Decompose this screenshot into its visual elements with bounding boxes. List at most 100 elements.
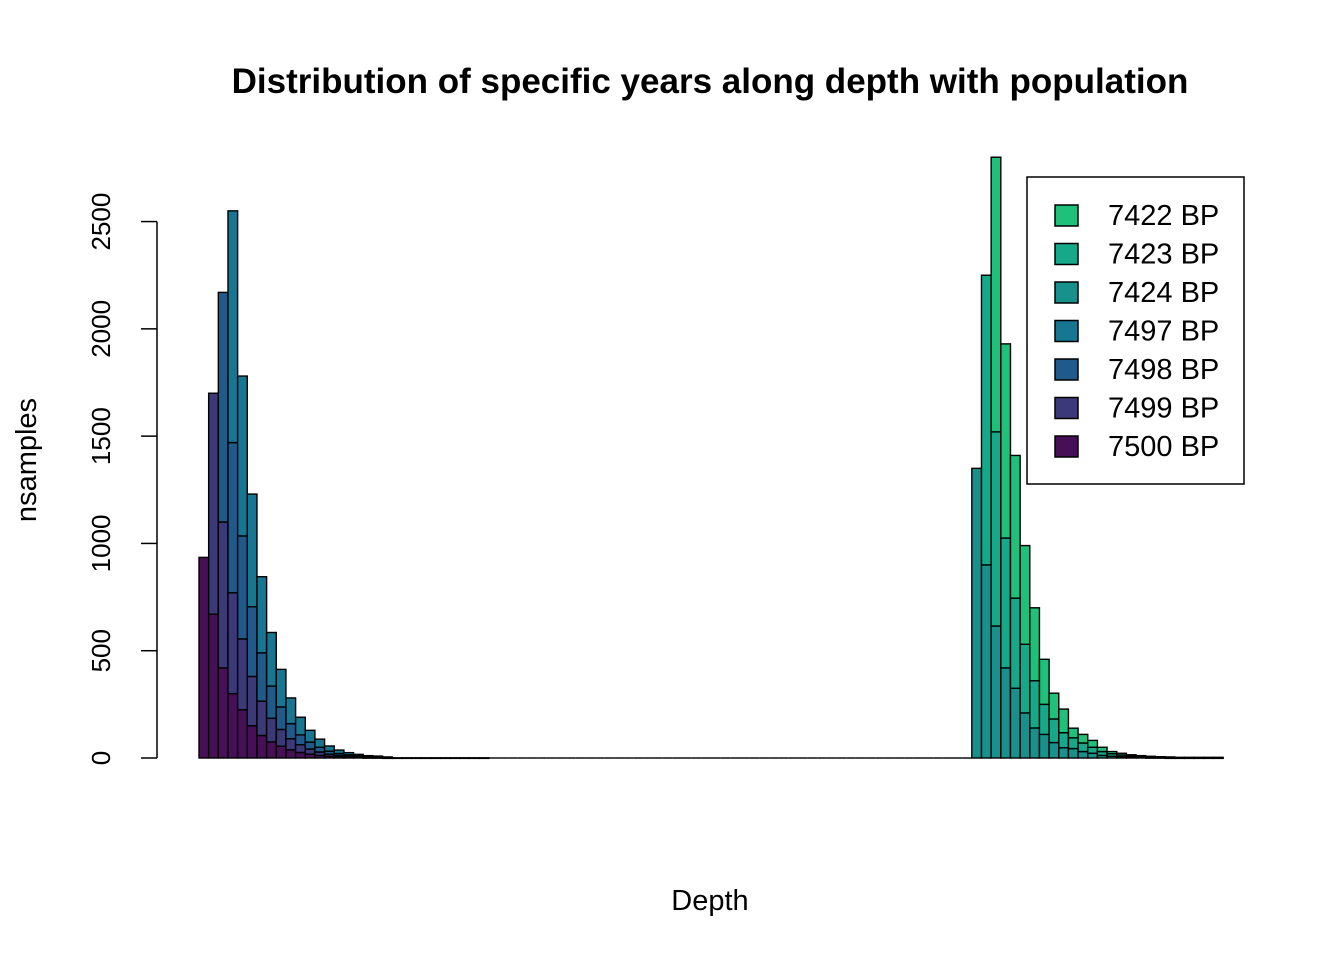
bar-segment: [1154, 756, 1166, 759]
bar-segment: [304, 741, 316, 750]
bar-segment: [1096, 746, 1108, 753]
bar-segment: [246, 606, 258, 678]
legend-swatch: [1054, 242, 1079, 266]
bar-segment: [323, 745, 335, 752]
bar-segment: [1048, 741, 1060, 759]
bar-segment: [1009, 454, 1021, 599]
bar-segment: [256, 575, 268, 654]
bar-segment: [430, 757, 442, 760]
bar-segment: [1077, 750, 1089, 759]
bar-segment: [1087, 746, 1099, 754]
y-tick-label: 1500: [86, 407, 116, 465]
bar-segment: [285, 722, 297, 740]
bar-segment: [236, 375, 249, 537]
bar-segment: [1135, 754, 1147, 758]
bar-segment: [275, 668, 287, 708]
bar-segment: [294, 716, 306, 736]
legend-label: 7499 BP: [1108, 393, 1219, 425]
bar-segment: [1038, 703, 1050, 736]
bar-segment: [1077, 733, 1089, 744]
legend-label: 7422 BP: [1108, 200, 1219, 232]
bar-segment: [333, 749, 345, 755]
bar-segment: [1087, 752, 1099, 759]
bar-segment: [275, 706, 287, 731]
bar-segment: [1164, 756, 1176, 759]
bar-segment: [1009, 687, 1021, 759]
y-tick-label: 2500: [86, 193, 116, 251]
y-tick-label: 0: [86, 751, 116, 765]
legend-label: 7424 BP: [1108, 277, 1219, 309]
bar-segment: [1038, 658, 1050, 706]
bar-segment: [294, 734, 306, 746]
bar-segment: [439, 757, 451, 760]
bar-segment: [285, 749, 297, 759]
bar-segment: [449, 757, 461, 760]
bar-segment: [980, 564, 992, 759]
bar-segment: [1106, 750, 1118, 755]
bar-segment: [1067, 747, 1079, 759]
bar-segment: [265, 717, 277, 743]
bar-segment: [294, 743, 306, 754]
bar-segment: [391, 757, 403, 760]
bar-segment: [246, 725, 258, 759]
y-axis-label: nsamples: [11, 398, 43, 522]
bar-segment: [314, 746, 326, 753]
y-tick-label: 2000: [86, 300, 116, 358]
bar-segment: [236, 535, 249, 640]
bar-segment: [1058, 747, 1070, 759]
bar-segment: [990, 431, 1002, 627]
bar-segment: [1000, 343, 1012, 539]
bar-segment: [1125, 754, 1137, 757]
bar-segment: [275, 745, 287, 759]
bar-segment: [236, 709, 249, 759]
bar-segment: [1029, 680, 1041, 729]
legend: 7422 BP 7423 BP 7424 BP 7497 BP 7498 BP 7499 …: [1026, 176, 1245, 485]
bar-segment: [217, 521, 229, 669]
bar-segment: [1019, 712, 1031, 759]
bar-segment: [275, 728, 287, 747]
bar-segment: [1009, 597, 1021, 689]
legend-label: 7500 BP: [1108, 431, 1219, 463]
bar-segment: [1000, 667, 1012, 759]
y-axis: 0 500 1000 1500 2000 2500: [86, 193, 158, 765]
bar-segment: [362, 754, 374, 758]
legend-label: 7423 BP: [1108, 239, 1219, 271]
bar-segment: [1029, 727, 1041, 759]
bar-segment: [314, 738, 326, 748]
bar-segment: [971, 467, 983, 759]
bar-segment: [256, 734, 268, 759]
bar-segment: [410, 757, 422, 760]
bar-segment: [217, 291, 229, 523]
bar-segment: [1193, 756, 1205, 759]
bar-segment: [227, 441, 239, 594]
bars: [198, 156, 1224, 760]
bar-segment: [1077, 742, 1089, 753]
bar-segment: [1019, 544, 1031, 645]
bar-segment: [256, 652, 268, 702]
bar-segment: [217, 667, 229, 759]
bar-segment: [1000, 537, 1012, 669]
bar-segment: [1038, 733, 1050, 759]
bar-segment: [207, 613, 220, 759]
bar-segment: [265, 741, 277, 759]
legend-label: 7498 BP: [1108, 354, 1219, 386]
bar-segment: [990, 156, 1002, 433]
bar-segment: [1048, 718, 1060, 744]
bar-segment: [420, 757, 432, 760]
bar-segment: [478, 757, 490, 760]
bar-segment: [1183, 756, 1195, 759]
bar-segment: [1058, 731, 1070, 749]
bar-segment: [343, 751, 355, 756]
legend-swatch: [1054, 319, 1079, 343]
bar-segment: [1087, 739, 1099, 748]
bar-segment: [236, 638, 249, 711]
bar-segment: [468, 757, 480, 760]
legend-label: 7497 BP: [1108, 316, 1219, 348]
bar-segment: [381, 756, 393, 759]
bar-segment: [352, 753, 364, 757]
bar-segment: [1212, 756, 1224, 759]
bar-segment: [198, 556, 210, 759]
legend-swatch: [1054, 435, 1079, 458]
